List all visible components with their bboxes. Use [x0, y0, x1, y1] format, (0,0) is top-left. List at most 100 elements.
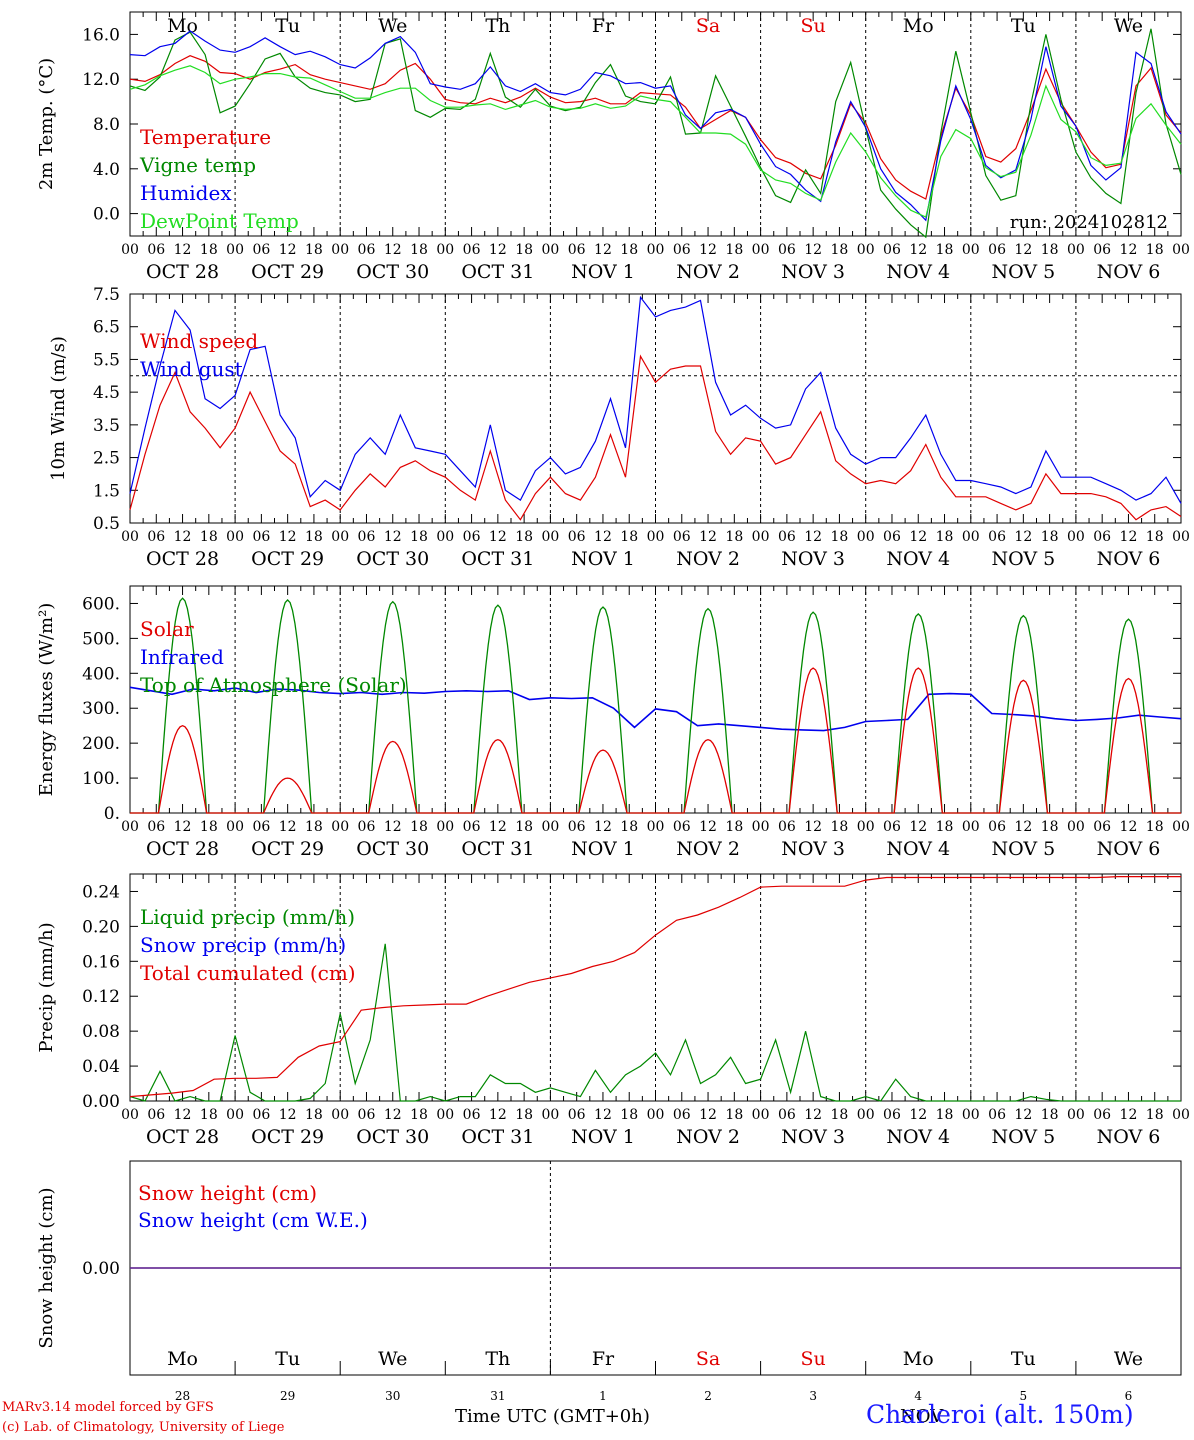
weekday-label: Th: [485, 15, 510, 37]
series-solar-day: [970, 679, 1076, 814]
y-tick-label: 12.0: [82, 70, 120, 90]
y-tick-label: 100.: [82, 769, 120, 789]
hour-tick-label: 00: [752, 819, 770, 835]
date-label: NOV 2: [676, 1126, 740, 1148]
hour-tick-label: 12: [174, 242, 192, 258]
hour-tick-label: 00: [752, 242, 770, 258]
hour-tick-label: 18: [200, 529, 218, 545]
hour-tick-label: 06: [1093, 242, 1111, 258]
y-tick-label: 4.5: [93, 383, 120, 403]
hour-tick-label: 06: [673, 1107, 691, 1123]
hour-tick-label: 12: [279, 529, 297, 545]
hour-tick-label: 00: [647, 1107, 665, 1123]
hour-tick-label: 00: [541, 819, 559, 835]
date-label: OCT 28: [146, 548, 219, 570]
hour-tick-label: 00: [541, 1107, 559, 1123]
legend-infrared: Infrared: [140, 645, 224, 669]
date-label: NOV 6: [1097, 1126, 1161, 1148]
hour-tick-label: 00: [541, 242, 559, 258]
date-label: OCT 28: [146, 838, 219, 860]
hour-tick-label: 00: [226, 529, 244, 545]
series-top-of-atmosphere-solar--day: [550, 606, 656, 814]
y-tick-label: 300.: [82, 699, 120, 719]
date-label: OCT 30: [356, 1126, 429, 1148]
hour-tick-label: 00: [226, 242, 244, 258]
hour-tick-label: 18: [936, 529, 954, 545]
hour-tick-label: 06: [463, 1107, 481, 1123]
hour-tick-label: 18: [410, 242, 428, 258]
hour-tick-label: 06: [1093, 819, 1111, 835]
y-axis-label: 2m Temp. (°C): [36, 58, 57, 190]
date-label: OCT 30: [356, 261, 429, 283]
date-label: OCT 31: [461, 1126, 534, 1148]
series-top-of-atmosphere-solar--day: [445, 604, 551, 814]
hour-tick-label: 00: [331, 819, 349, 835]
hour-tick-label: 18: [410, 529, 428, 545]
hour-tick-label: 06: [568, 529, 586, 545]
hour-tick-label: 18: [515, 242, 533, 258]
series-total-cumulated-cm-: [129, 875, 1181, 1098]
hour-tick-label: 06: [568, 819, 586, 835]
y-tick-label: 0.04: [82, 1057, 120, 1077]
series-top-of-atmosphere-solar--day: [970, 614, 1076, 814]
plot-frame: [129, 11, 1182, 237]
hour-tick-label: 00: [226, 819, 244, 835]
hour-tick-label: 06: [147, 1107, 165, 1123]
date-label: NOV 2: [676, 261, 740, 283]
day-number: 6: [1125, 1389, 1133, 1403]
hour-tick-label: 12: [909, 529, 927, 545]
hour-tick-label: 18: [305, 529, 323, 545]
hour-tick-label: 18: [305, 242, 323, 258]
hour-tick-label: 18: [1041, 1107, 1059, 1123]
hour-tick-label: 00: [962, 242, 980, 258]
hour-tick-label: 18: [831, 242, 849, 258]
date-label: OCT 31: [461, 548, 534, 570]
hour-tick-label: 12: [804, 529, 822, 545]
hour-tick-label: 12: [1014, 242, 1032, 258]
weekday-label: We: [378, 1348, 407, 1370]
date-label: NOV 4: [886, 548, 950, 570]
weekday-label: Fr: [592, 15, 615, 37]
hour-tick-label: 00: [121, 1107, 139, 1123]
model-credit: MARv3.14 model forced by GFS: [2, 1400, 214, 1415]
date-label: OCT 29: [251, 548, 324, 570]
hour-tick-label: 12: [699, 529, 717, 545]
hour-tick-label: 00: [541, 529, 559, 545]
hour-tick-label: 18: [515, 1107, 533, 1123]
hour-tick-label: 00: [962, 1107, 980, 1123]
hour-tick-label: 12: [384, 819, 402, 835]
hour-tick-label: 06: [568, 242, 586, 258]
day-number: 5: [1020, 1389, 1028, 1403]
legend-vigne-temp: Vigne temp: [139, 153, 256, 177]
hour-tick-label: 18: [725, 529, 743, 545]
hour-tick-label: 06: [463, 529, 481, 545]
date-label: NOV 5: [991, 548, 1055, 570]
hour-tick-label: 00: [962, 529, 980, 545]
day-number: 30: [385, 1389, 400, 1403]
hour-tick-label: 06: [252, 819, 270, 835]
weekday-label: Mo: [167, 1348, 198, 1370]
y-axis-label: Snow height (cm): [36, 1187, 57, 1348]
legend-snow-height-cm-: Snow height (cm): [138, 1181, 317, 1205]
weekday-label: We: [1114, 15, 1143, 37]
legend-liquid-precip-mm-h-: Liquid precip (mm/h): [140, 905, 355, 929]
series-top-of-atmosphere-solar--day: [655, 607, 761, 814]
hour-tick-label: 06: [778, 819, 796, 835]
y-tick-label: 0.00: [82, 1259, 120, 1279]
y-tick-label: 500.: [82, 629, 120, 649]
date-label: NOV 1: [571, 1126, 635, 1148]
hour-tick-label: 00: [226, 1107, 244, 1123]
y-tick-label: 0.20: [82, 917, 120, 937]
hour-tick-label: 06: [358, 242, 376, 258]
weekday-label: Tu: [275, 15, 300, 37]
hour-tick-label: 06: [358, 1107, 376, 1123]
hour-tick-label: 00: [647, 242, 665, 258]
hour-tick-label: 06: [1093, 529, 1111, 545]
weekday-label: Tu: [1011, 1348, 1036, 1370]
y-tick-label: 0.24: [82, 882, 120, 902]
legend-humidex: Humidex: [140, 181, 232, 205]
hour-tick-label: 00: [752, 529, 770, 545]
date-label: NOV 2: [676, 838, 740, 860]
hour-tick-label: 12: [384, 529, 402, 545]
y-axis-label: 10m Wind (m/s): [48, 336, 69, 481]
